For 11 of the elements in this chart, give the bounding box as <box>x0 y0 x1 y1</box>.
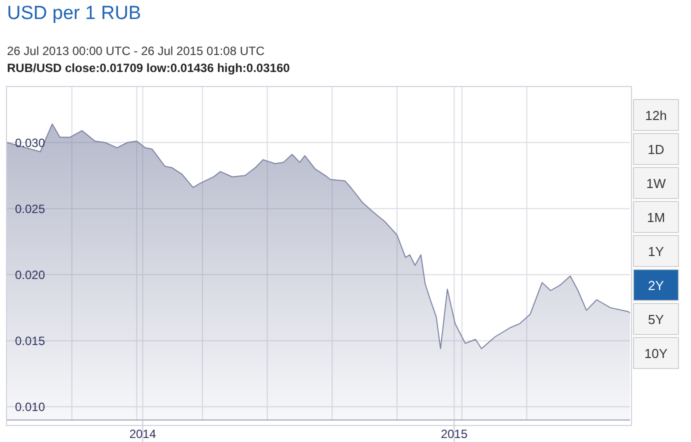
x-tick-label: 2014 <box>129 427 156 441</box>
y-tick-label: 0.015 <box>15 334 46 348</box>
x-tick-label: 2015 <box>440 427 468 441</box>
range-buttons: 12h 1D 1W 1M 1Y 2Y 5Y 10Y <box>633 99 679 371</box>
text: RUB/USD close:0.01709 low:0.01436 high:0.03160 <box>7 61 290 75</box>
y-tick-label: 0.030 <box>15 136 46 150</box>
chart-title: USD per 1 RUB <box>7 3 142 25</box>
y-tick-label: 0.020 <box>15 268 46 282</box>
y-tick-label: 0.025 <box>15 202 46 216</box>
chart-subtitle: 26 Jul 2013 00:00 UTC - 26 Jul 2015 01:08 UTC <box>7 44 264 58</box>
y-tick-label: 0.010 <box>15 400 46 414</box>
